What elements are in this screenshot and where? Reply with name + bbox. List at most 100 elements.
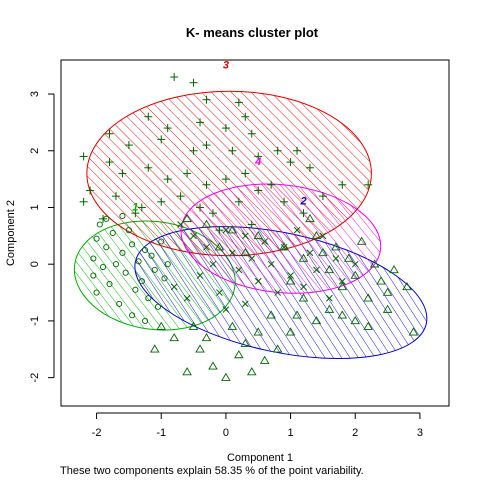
data-point [151, 266, 158, 273]
data-point [222, 226, 230, 234]
data-point [154, 303, 162, 310]
data-point [280, 243, 288, 251]
data-point [135, 258, 142, 265]
data-point [182, 213, 192, 223]
data-point [112, 261, 120, 268]
data-point [253, 327, 264, 336]
data-point [182, 367, 192, 376]
data-point [227, 225, 238, 234]
data-point [286, 158, 295, 167]
x-tick-label: -2 [92, 427, 102, 439]
data-point [105, 129, 114, 138]
data-point [350, 316, 361, 325]
data-point [402, 281, 412, 291]
data-point [338, 180, 347, 189]
data-point [293, 226, 301, 234]
data-point [299, 209, 308, 218]
data-point [216, 289, 223, 296]
data-point [99, 263, 107, 271]
data-point [235, 266, 243, 274]
data-point [119, 249, 126, 256]
cluster-2-label: 2 [299, 196, 306, 208]
data-point [99, 214, 108, 223]
data-point [272, 344, 283, 353]
data-point [142, 246, 149, 254]
data-point [376, 276, 386, 285]
data-point [156, 321, 167, 330]
data-point [157, 135, 166, 144]
data-point [202, 180, 211, 189]
data-point [189, 78, 198, 87]
data-point [189, 146, 198, 155]
data-point [79, 197, 88, 206]
data-point [306, 249, 314, 257]
data-point [267, 260, 275, 268]
data-point [116, 300, 123, 307]
data-point [298, 253, 309, 262]
data-point [331, 242, 341, 251]
data-point [157, 197, 166, 206]
data-point [103, 244, 110, 251]
data-point [138, 278, 145, 285]
y-tick-label: -2 [29, 373, 41, 383]
data-point [318, 192, 327, 201]
data-point [122, 269, 129, 276]
data-point [305, 213, 315, 223]
data-point [311, 316, 322, 325]
data-point [201, 333, 212, 342]
data-point [105, 158, 114, 167]
data-point [254, 277, 262, 285]
data-point [183, 294, 191, 302]
data-point [338, 277, 346, 285]
data-point [241, 169, 250, 178]
data-point [106, 280, 113, 288]
y-tick-label: 3 [29, 91, 41, 97]
data-point [254, 152, 263, 161]
data-point [364, 180, 373, 189]
data-point [318, 247, 328, 257]
data-point [145, 295, 152, 302]
x-tick-label: 0 [223, 427, 229, 439]
data-point [240, 338, 251, 347]
data-point [177, 221, 184, 228]
data-point [208, 209, 217, 218]
data-point [93, 235, 100, 242]
data-point [90, 255, 97, 262]
data-point [228, 146, 237, 155]
data-point [203, 243, 210, 251]
data-point [118, 169, 127, 178]
x-axis-label: Component 1 [227, 452, 293, 464]
data-point [382, 287, 393, 296]
data-point [196, 203, 205, 212]
data-point [351, 260, 359, 268]
data-point [234, 197, 243, 206]
data-point [131, 209, 140, 218]
data-point [183, 169, 192, 178]
data-point [343, 253, 354, 262]
data-point [111, 192, 120, 201]
data-point [266, 310, 276, 319]
data-point [79, 152, 88, 161]
x-tick-label: 1 [288, 427, 294, 439]
y-axis-label: Component 2 [5, 200, 17, 266]
data-point [221, 175, 230, 184]
data-point [234, 98, 243, 107]
data-point [208, 361, 218, 370]
y-tick-label: 2 [29, 148, 41, 154]
data-point [326, 294, 333, 302]
data-point [246, 367, 257, 376]
data-point [285, 276, 296, 285]
data-point [137, 203, 146, 212]
data-point [356, 236, 367, 245]
data-point [332, 255, 340, 262]
data-point [163, 175, 172, 184]
data-point [241, 112, 250, 121]
data-point [158, 238, 165, 245]
data-point [324, 264, 335, 274]
data-point [247, 129, 256, 138]
data-point [125, 227, 132, 234]
data-point [144, 163, 153, 172]
chart-title: K- means cluster plot [186, 25, 319, 40]
x-tick-label: 3 [417, 427, 423, 439]
y-tick-label: -1 [29, 316, 41, 326]
